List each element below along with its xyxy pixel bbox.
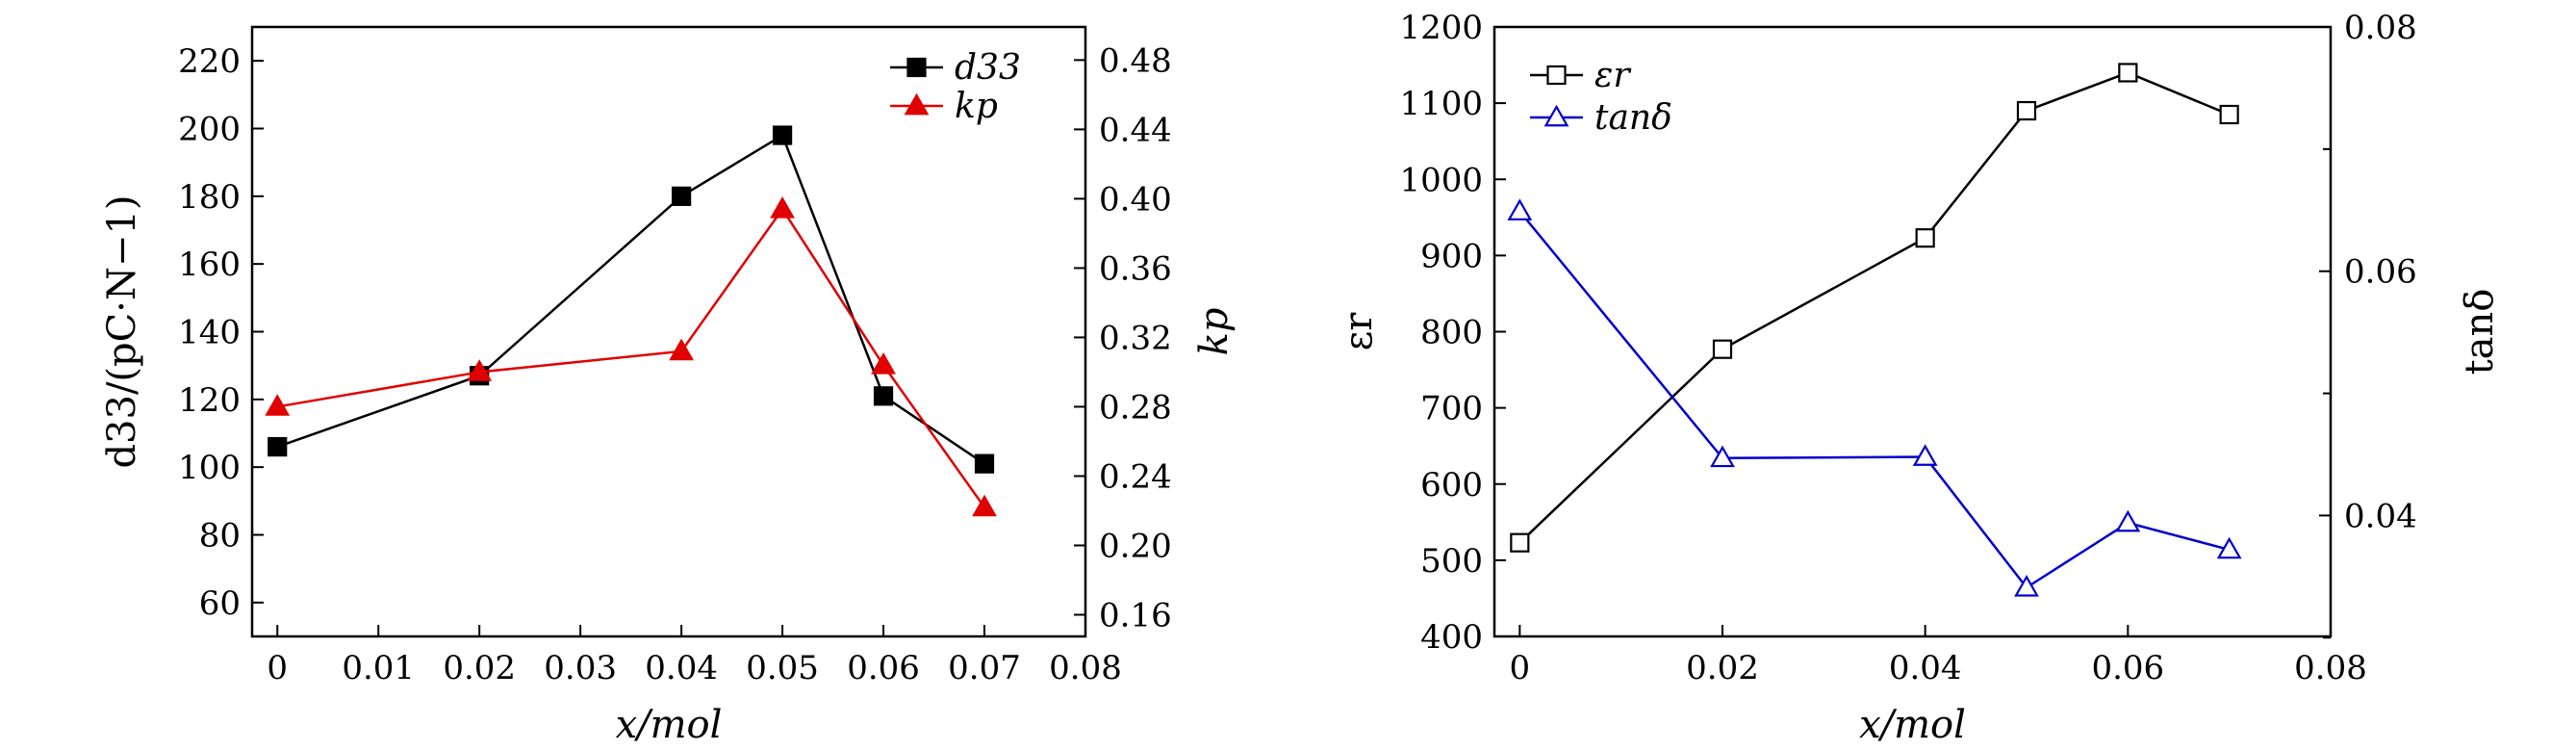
y-tick-label: 700 [1420,390,1483,428]
x-tick-label: 0.06 [847,649,920,687]
x-tick-label: 0.03 [544,649,617,687]
x-tick-label: 0 [1510,649,1531,687]
x-axis-label: x/mol [1859,703,1966,747]
legend-marker [1543,104,1569,127]
x-tick-label: 0 [267,649,288,687]
y-tick-label: 140 [178,314,241,352]
x-tick-label: 0.01 [342,649,415,687]
y-tick-label: 180 [178,178,241,217]
data-point [770,195,795,219]
y-tick-label: 800 [1420,314,1483,352]
series-line [1518,71,2231,544]
y-tick-label: 400 [1420,618,1483,657]
data-point [2115,509,2141,532]
y-tick-label: 200 [178,111,241,149]
y-tick-label: 220 [178,42,241,81]
y-right-tick-label: 0.32 [1099,319,1172,357]
y-tick-label: 1000 [1399,161,1483,199]
x-tick-label: 0.07 [948,649,1021,687]
data-point [873,386,894,406]
data-point [2216,536,2242,559]
legend-marker [906,57,927,78]
legend-marker [1546,65,1567,86]
legend-label: d33 [955,48,1021,88]
data-point [1510,532,1530,553]
series-line [276,133,985,465]
x-tick-label: 0.04 [645,649,718,687]
series-2 [265,195,997,517]
y-axis-label: εr [1337,312,1381,351]
y-right-axis-label: kp [1192,308,1237,356]
legend-label: kp [955,87,998,126]
data-point [2014,575,2039,597]
legend-label: tanδ [1594,98,1672,138]
y-tick-label: 160 [178,246,241,284]
y-right-tick-label: 0.08 [2344,9,2417,47]
y-right-tick-label: 0.20 [1099,527,1172,565]
chart-2: 0 0.02 0.04 0.06 0.08 400 500 600 700 800 900 1000 1… [1337,9,2502,747]
x-tick-label: 0.02 [1686,649,1759,687]
y-right-tick-label: 0.40 [1099,180,1172,219]
chart-1: 0 0.01 0.02 0.03 0.04 0.05 0.06 0.07 0.08 60 80 100… [100,25,1237,747]
y-tick-label: 120 [178,381,241,420]
data-point [268,436,288,457]
y-right-tick-label: 0.28 [1099,388,1172,427]
x-tick-label: 0.04 [1889,649,1962,687]
data-point [1710,445,1735,468]
data-point [1912,444,1938,466]
legend-marker [904,92,930,116]
y-right-tick-label: 0.06 [2344,253,2417,292]
data-point [265,394,291,416]
series-line [1518,210,2230,589]
x-tick-label: 0.08 [1049,649,1122,687]
series-2 [1507,198,2242,597]
data-point [772,125,793,145]
y-tick-label: 60 [199,584,241,623]
series-1 [268,125,995,474]
x-tick-label: 0.06 [2091,649,2164,687]
y-right-tick-label: 0.04 [2344,497,2417,535]
y-axis-label: d33/(pC·N−1) [100,194,144,468]
y-right-tick-label: 0.36 [1099,249,1172,288]
data-point [1712,339,1733,359]
data-point [2118,63,2138,83]
y-tick-label: 500 [1420,542,1483,581]
x-tick-label: 0.02 [443,649,516,687]
y-tick-label: 600 [1420,466,1483,505]
data-point [2219,104,2239,125]
series-1 [1510,63,2239,553]
data-point [974,453,995,474]
data-point [467,359,493,381]
y-right-tick-label: 0.16 [1099,596,1172,634]
y-tick-label: 1100 [1399,85,1483,123]
data-point [669,338,695,361]
data-point [2016,100,2037,121]
y-right-tick-label: 0.44 [1099,111,1172,149]
series-line [277,206,986,508]
x-tick-label: 0.05 [746,649,819,687]
x-axis-label: x/mol [616,703,723,747]
y-tick-label: 100 [178,449,241,487]
data-point [972,494,997,517]
data-point [672,186,692,206]
y-right-tick-label: 0.48 [1099,41,1172,80]
y-right-axis-label: tanδ [2458,289,2502,376]
y-tick-label: 80 [199,517,241,556]
x-tick-label: 0.08 [2294,649,2367,687]
legend-label: εr [1594,56,1631,95]
y-tick-label: 900 [1420,237,1483,275]
data-point [1507,198,1533,220]
data-point [1915,228,1935,248]
data-point [871,352,896,375]
y-tick-label: 1200 [1399,9,1483,47]
y-right-tick-label: 0.24 [1099,457,1172,496]
